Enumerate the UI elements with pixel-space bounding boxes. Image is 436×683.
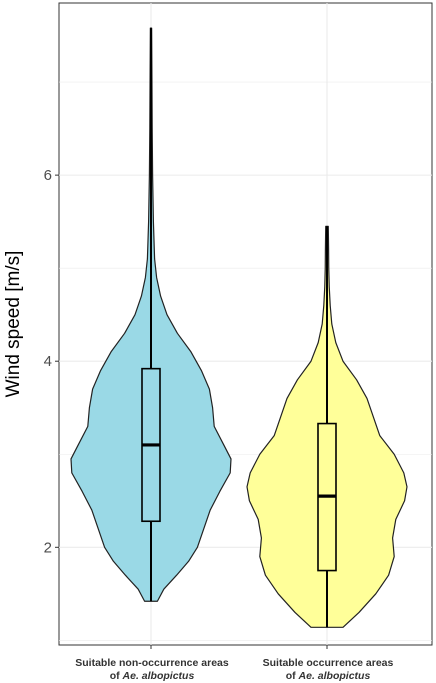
y-tick-label: 6 xyxy=(44,167,52,184)
y-axis-title: Wind speed [m/s] xyxy=(3,251,24,398)
x-axis xyxy=(150,645,328,649)
y-tick-label: 2 xyxy=(44,539,52,556)
y-axis: 2 4 6 xyxy=(44,167,59,556)
x-tick-label-1: Suitable non-occurrence areas of Ae. alb… xyxy=(75,657,229,682)
violins xyxy=(70,27,408,628)
x-tick-label-2: Suitable occurrence areas of Ae. albopic… xyxy=(262,657,394,682)
y-tick-label: 4 xyxy=(44,353,52,370)
